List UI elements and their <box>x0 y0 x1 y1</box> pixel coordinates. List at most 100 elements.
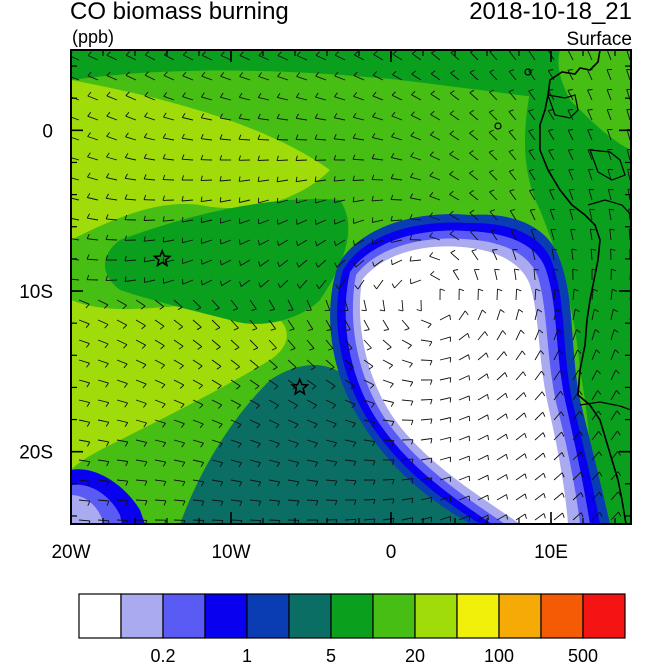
wind-barb-flag <box>449 90 455 94</box>
border-outline-3 <box>587 199 631 216</box>
wind-barb-staff <box>401 517 413 521</box>
wind-barb-flag <box>488 149 494 153</box>
wind-barb-staff <box>315 179 327 182</box>
wind-barb-flag <box>238 197 241 203</box>
wind-barb-flag <box>469 69 475 73</box>
wind-barb-staff <box>163 137 175 141</box>
wind-barb-flag <box>333 442 337 448</box>
wind-barb-staff <box>610 369 617 381</box>
wind-barb-staff <box>508 91 517 101</box>
wind-barb-flag <box>315 240 318 247</box>
wind-barb-staff <box>87 55 99 61</box>
wind-barb-flag <box>332 423 337 428</box>
wind-barb-flag <box>255 404 260 410</box>
wind-barb-flag <box>361 309 367 312</box>
wind-barb-flag <box>552 248 558 251</box>
wind-barb-flag <box>409 214 413 219</box>
wind-barb-staff <box>314 138 327 141</box>
wind-barb-staff <box>391 94 403 101</box>
wind-barb-staff <box>230 359 240 368</box>
colorbar-swatch <box>330 593 374 639</box>
wind-barb-staff <box>277 219 289 225</box>
wind-barb-staff <box>373 259 384 267</box>
wind-barb-staff <box>553 492 563 501</box>
wind-barb-flag <box>143 153 147 159</box>
wind-barb-flag <box>379 309 385 312</box>
wind-barb-staff <box>469 72 479 81</box>
wind-barb-staff <box>553 411 562 421</box>
wind-barb-staff <box>587 109 593 121</box>
wind-barb-flag <box>617 451 621 456</box>
wind-barb-flag <box>533 268 540 271</box>
wind-barb-staff <box>515 513 526 521</box>
wind-barb-staff <box>71 136 80 141</box>
colorbar-swatch <box>582 593 626 639</box>
wind-barb-staff <box>154 479 166 482</box>
wind-barb-staff <box>334 54 346 61</box>
wind-barb-staff <box>610 491 619 501</box>
wind-barb-staff <box>287 399 298 406</box>
wind-barb-flag <box>567 109 573 111</box>
wind-barb-staff <box>163 239 175 243</box>
wind-barb-staff <box>230 459 242 464</box>
field-green-center <box>105 199 349 324</box>
wind-barb-flag <box>161 384 166 389</box>
wind-barb-flag <box>439 288 445 292</box>
wind-barb-staff <box>78 499 90 502</box>
wind-barb-flag <box>86 234 90 239</box>
wind-barb-flag <box>86 254 90 260</box>
wind-barb-staff <box>401 497 413 501</box>
wind-barb-flag <box>409 234 413 240</box>
wind-barb-staff <box>515 371 524 381</box>
wind-barb-flag <box>196 307 202 311</box>
wind-barb-flag <box>201 501 205 506</box>
wind-barb-staff <box>449 233 460 241</box>
wind-barb-staff <box>278 239 289 246</box>
wind-barb-staff <box>515 432 525 441</box>
wind-barb-staff <box>249 299 257 310</box>
wind-barb-staff <box>496 413 507 421</box>
wind-barb-flag <box>613 308 618 313</box>
wind-barb-flag <box>276 134 280 140</box>
wind-barb-flag <box>410 172 414 178</box>
wind-barb-staff <box>382 419 394 422</box>
wind-barb-staff <box>220 75 232 81</box>
wind-barb-staff <box>548 189 555 201</box>
wind-barb-flag <box>125 132 129 138</box>
wind-barb-flag <box>220 259 222 266</box>
wind-barb-flag <box>87 132 91 137</box>
wind-barb-staff <box>105 239 118 241</box>
wind-barb-flag <box>163 112 167 118</box>
wind-barb-staff <box>469 51 479 61</box>
wind-barb-flag <box>561 452 565 458</box>
wind-barb-staff <box>392 53 403 61</box>
wind-barb-flag <box>427 323 432 329</box>
wind-barb-flag <box>514 268 520 271</box>
wind-barb-staff <box>489 51 498 61</box>
wind-barb-flag <box>548 149 554 151</box>
wind-barb-staff <box>240 279 251 287</box>
wind-barb-staff <box>154 459 166 463</box>
wind-barb-staff <box>534 370 542 381</box>
wind-barb-staff <box>372 219 384 223</box>
border-outline-1 <box>547 94 579 119</box>
wind-barb-staff <box>192 299 202 309</box>
wind-barb-staff <box>391 136 403 141</box>
wind-barb-staff <box>135 319 146 326</box>
wind-barb-staff <box>534 513 545 521</box>
wind-barb-flag <box>430 497 433 503</box>
wind-barb-staff <box>192 399 204 406</box>
wind-barb-staff <box>258 219 270 225</box>
wind-barb-staff <box>439 314 451 321</box>
wind-barb-flag <box>125 51 131 56</box>
wind-barb-staff <box>344 439 356 443</box>
wind-barb-flag <box>407 344 412 350</box>
wind-barb-flag <box>239 239 241 245</box>
wind-barb-flag <box>239 281 242 287</box>
map-markers <box>152 248 310 396</box>
wind-barb-staff <box>391 115 403 121</box>
wind-barb-staff <box>240 259 251 266</box>
wind-barb-staff <box>268 339 277 349</box>
wind-barb-flag <box>295 443 299 448</box>
wind-barb-flag <box>449 377 452 383</box>
